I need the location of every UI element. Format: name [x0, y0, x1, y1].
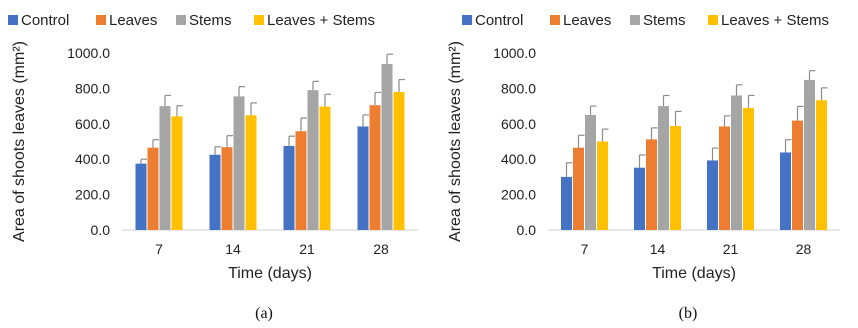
panel-caption: (b) — [679, 305, 698, 322]
x-tick-label: 14 — [225, 241, 241, 257]
legend-item-stems: Stems — [176, 12, 232, 29]
legend-label: Leaves — [563, 12, 611, 29]
legend-swatch — [462, 15, 472, 25]
y-tick-label: 800.0 — [75, 80, 110, 96]
bar-leaves-stems-day-21 — [743, 107, 754, 230]
panel-caption: (a) — [255, 305, 273, 322]
bar-stems-day-7 — [159, 106, 171, 230]
x-tick-label: 21 — [723, 241, 739, 257]
bar-control-day-7 — [135, 163, 147, 230]
bar-stems-day-21 — [307, 90, 319, 230]
legend-swatch — [176, 15, 186, 25]
bar-leaves-day-28 — [369, 105, 381, 230]
bar-leaves-stems-day-7 — [171, 116, 183, 230]
legend-item-leaves: Leaves — [96, 12, 157, 29]
bar-leaves-day-14 — [221, 147, 233, 230]
bar-stems-day-14 — [233, 96, 245, 231]
y-tick-label: 600.0 — [501, 116, 536, 132]
y-axis-title: Area of shoots leaves (mm²) — [11, 41, 28, 242]
bar-stems-day-28 — [381, 63, 393, 230]
legend-swatch — [630, 15, 640, 25]
legend-item-stems: Stems — [630, 12, 686, 29]
legend-swatch — [550, 15, 560, 25]
legend-swatch — [96, 15, 106, 25]
chart-panel-1: Control Leaves Stems Leaves + Stems 0.0 200.0… — [8, 12, 418, 322]
y-axis-title: Area of shoots leaves (mm²) — [447, 41, 464, 242]
x-axis-title: Time (days) — [228, 265, 312, 282]
legend-item-leaves-stems: Leaves + Stems — [254, 12, 375, 29]
bar-stems-day-28 — [804, 79, 815, 231]
legend-label: Stems — [189, 12, 232, 29]
x-tick-label: 28 — [796, 241, 812, 257]
x-tick-label: 7 — [155, 241, 163, 257]
bar-leaves-day-7 — [147, 147, 159, 230]
y-tick-label: 0.0 — [91, 222, 111, 238]
bar-leaves-stems-day-28 — [393, 91, 405, 230]
bar-control-day-28 — [780, 152, 791, 230]
y-tick-label: 0.0 — [517, 222, 537, 238]
bar-stems-day-7 — [585, 114, 596, 230]
legend-swatch — [8, 15, 18, 25]
bar-stems-day-21 — [731, 95, 742, 230]
legend-item-leaves: Leaves — [550, 12, 611, 29]
bar-leaves-stems-day-7 — [597, 141, 608, 230]
y-tick-label: 400.0 — [501, 151, 536, 167]
legend-label: Leaves + Stems — [267, 12, 375, 29]
bar-control-day-7 — [561, 176, 572, 230]
y-tick-label: 600.0 — [75, 116, 110, 132]
bar-leaves-day-14 — [646, 139, 657, 230]
x-tick-label: 7 — [581, 241, 589, 257]
legend-swatch — [254, 15, 264, 25]
bar-control-day-14 — [634, 167, 645, 230]
y-tick-label: 1000.0 — [67, 45, 110, 61]
bar-control-day-28 — [357, 126, 369, 230]
bar-leaves-stems-day-14 — [670, 125, 681, 230]
bar-control-day-21 — [707, 160, 718, 230]
legend-label: Stems — [643, 12, 686, 29]
y-tick-label: 400.0 — [75, 151, 110, 167]
legend-label: Control — [475, 12, 523, 29]
x-tick-label: 28 — [373, 241, 389, 257]
bar-leaves-day-21 — [295, 131, 307, 230]
legend-label: Control — [21, 12, 69, 29]
y-tick-label: 200.0 — [501, 187, 536, 203]
y-tick-label: 200.0 — [75, 187, 110, 203]
legend-swatch — [708, 15, 718, 25]
x-tick-label: 14 — [650, 241, 666, 257]
y-tick-label: 800.0 — [501, 80, 536, 96]
legend-label: Leaves + Stems — [721, 12, 829, 29]
legend-item-leaves-stems: Leaves + Stems — [708, 12, 829, 29]
bar-control-day-14 — [209, 154, 221, 230]
y-tick-label: 1000.0 — [493, 45, 536, 61]
bar-control-day-21 — [283, 145, 295, 230]
bar-leaves-stems-day-28 — [816, 100, 827, 230]
x-tick-label: 21 — [299, 241, 315, 257]
legend-item-control: Control — [8, 12, 69, 29]
legend-item-control: Control — [462, 12, 523, 29]
legend-label: Leaves — [109, 12, 157, 29]
bar-stems-day-14 — [658, 106, 669, 230]
bar-leaves-stems-day-21 — [319, 106, 331, 230]
x-axis-title: Time (days) — [652, 265, 736, 282]
bar-leaves-stems-day-14 — [245, 115, 257, 230]
bar-leaves-day-7 — [573, 147, 584, 230]
bar-leaves-day-28 — [792, 120, 803, 230]
bar-leaves-day-21 — [719, 126, 730, 230]
chart-panel-2: Control Leaves Stems Leaves + Stems 0.0 200.0… — [447, 12, 840, 322]
